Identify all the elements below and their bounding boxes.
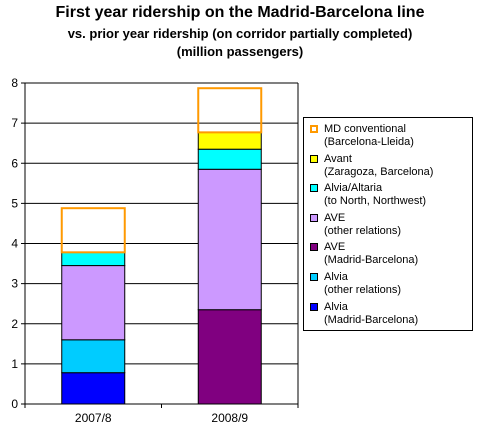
bar-segment — [61, 265, 126, 341]
bar-segment — [197, 131, 262, 150]
legend-sublabel: (other relations) — [324, 284, 402, 296]
bar-segment — [61, 339, 126, 374]
legend-sublabel: (Barcelona-Lleida) — [324, 136, 414, 148]
y-tick-label: 5 — [11, 196, 18, 210]
x-tick-label: 2007/8 — [75, 411, 112, 425]
legend-swatch — [310, 273, 318, 281]
y-tick-label: 6 — [11, 156, 18, 170]
legend-label: AVE — [324, 211, 346, 224]
bar-segment — [61, 372, 126, 405]
legend-sublabel: (to North, Northwest) — [324, 195, 427, 208]
bar-segment — [197, 148, 262, 170]
y-tick-label: 8 — [11, 76, 18, 90]
y-tick-label: 7 — [11, 116, 18, 130]
legend-sublabel: (other relations) — [324, 224, 402, 237]
chart-subtitle-units: (million passengers) — [176, 44, 304, 59]
legend-label: Alvia — [324, 300, 348, 313]
chart-title: First year ridership on the Madrid-Barce… — [55, 4, 425, 21]
legend-swatch — [310, 243, 318, 252]
legend-label: Alvia/Altaria — [324, 182, 383, 195]
bar-segment — [60, 207, 126, 254]
bar-segment — [197, 309, 262, 405]
y-tick-label: 1 — [11, 357, 18, 371]
legend-label: MD conventional — [324, 123, 406, 135]
chart-subtitle: vs. prior year ridership (on corridor pa… — [67, 26, 413, 41]
y-tick-label: 0 — [11, 397, 18, 411]
legend-label: Alvia — [324, 271, 348, 283]
y-tick-label: 2 — [11, 317, 18, 331]
legend-label: AVE — [324, 241, 346, 254]
legend-swatch — [310, 302, 318, 311]
legend: MD conventional (Barcelona-Lleida) Avant (Z… — [303, 117, 473, 331]
legend-swatch — [310, 184, 318, 193]
legend-sublabel: (Madrid-Barcelona) — [324, 313, 419, 326]
bar-segment — [61, 251, 126, 267]
bar-segment — [197, 168, 262, 311]
legend-swatch — [310, 154, 318, 163]
legend-swatch — [310, 213, 318, 222]
x-tick-label: 2008/9 — [211, 411, 248, 425]
y-tick-label: 3 — [11, 277, 18, 291]
legend-sublabel: (Madrid-Barcelona) — [324, 254, 419, 267]
legend-sublabel: (Zaragoza, Barcelona) — [324, 165, 434, 178]
legend-label: Avant — [324, 152, 352, 165]
legend-swatch — [310, 125, 318, 133]
y-tick-label: 4 — [11, 237, 18, 251]
bar-segment — [197, 87, 263, 134]
